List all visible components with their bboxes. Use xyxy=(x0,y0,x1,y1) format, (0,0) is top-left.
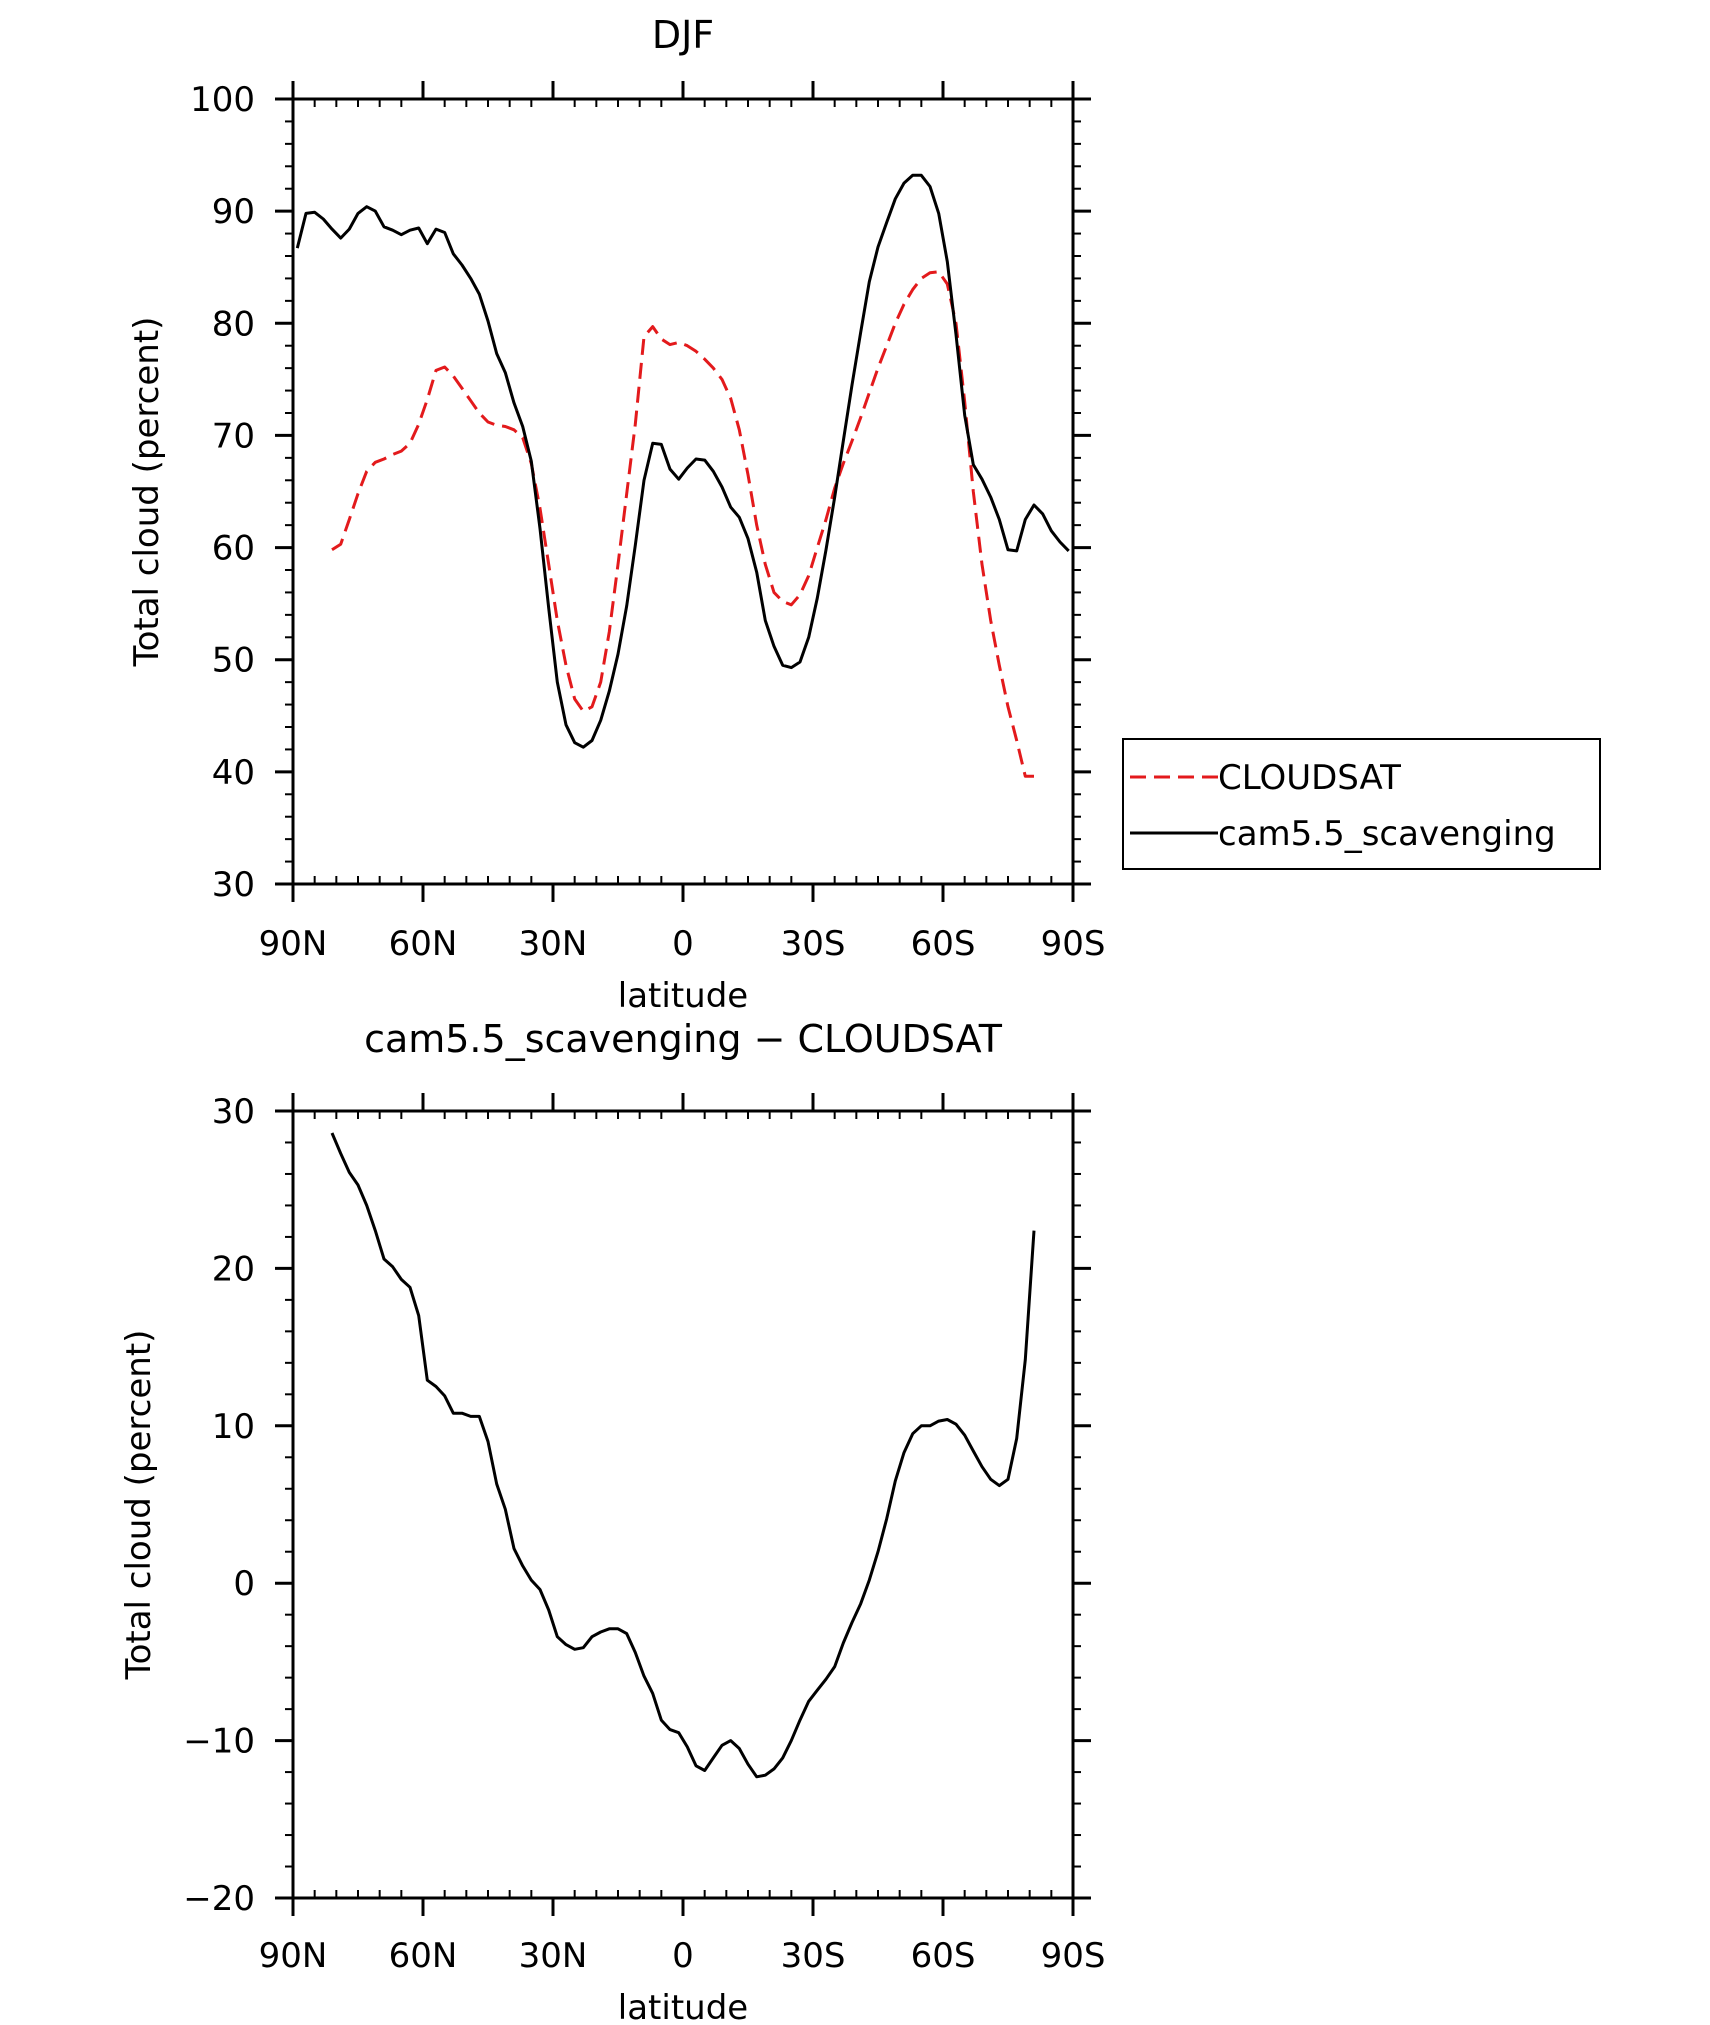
plot-frame xyxy=(291,97,1075,886)
y-tick-label: 80 xyxy=(212,304,255,344)
x-tick-label: 60N xyxy=(389,1936,458,1976)
x-tick-label: 30S xyxy=(781,1936,846,1976)
x-tick-label: 90S xyxy=(1041,924,1106,964)
y-tick-label: 40 xyxy=(212,753,255,793)
legend-label: cam5.5_scavenging xyxy=(1218,814,1556,854)
y-tick-label: 30 xyxy=(212,1092,255,1132)
y-tick-label: 70 xyxy=(212,416,255,456)
x-tick-label: 90S xyxy=(1041,1936,1106,1976)
plot-frame xyxy=(291,1109,1075,1900)
x-tick-label: 90N xyxy=(259,1936,328,1976)
x-axis-label: latitude xyxy=(618,1988,748,2021)
legend: CLOUDSAT cam5.5_scavenging xyxy=(1122,738,1601,870)
y-tick-label: 20 xyxy=(212,1249,255,1289)
x-tick-label: 60S xyxy=(911,1936,976,1976)
x-tick-label: 60N xyxy=(389,924,458,964)
legend-label: CLOUDSAT xyxy=(1218,758,1401,798)
series-line-cam5-5-scavenging xyxy=(295,173,1070,749)
panel-bottom: cam5.5_scavenging − CLOUDSAT 90N 60N 30N 0 30… xyxy=(119,1017,1106,2025)
x-tick-label: 0 xyxy=(672,924,694,964)
y-axis-label: Total cloud (percent) xyxy=(127,317,167,668)
x-tick-label: 30N xyxy=(519,1936,588,1976)
y-tick-label: −10 xyxy=(183,1722,255,1762)
x-tick-label: 90N xyxy=(259,924,328,964)
y-tick-label: −20 xyxy=(183,1879,255,1919)
chart-title: cam5.5_scavenging − CLOUDSAT xyxy=(364,1017,1003,1061)
y-tick-label: 30 xyxy=(212,865,255,905)
y-tick-label: 90 xyxy=(212,192,255,232)
y-tick-label: 100 xyxy=(190,80,255,120)
x-tick-label: 0 xyxy=(672,1936,694,1976)
difference-series-line xyxy=(330,1132,1036,1779)
y-tick-label: 50 xyxy=(212,641,255,681)
x-tick-label: 30S xyxy=(781,924,846,964)
y-axis-label: Total cloud (percent) xyxy=(119,1330,159,1681)
series-line-cloudsat xyxy=(331,270,1034,778)
legend-box xyxy=(1122,738,1601,870)
y-tick-label: 10 xyxy=(212,1407,255,1447)
y-tick-label: 0 xyxy=(233,1564,255,1604)
panel-top: DJF 90N 60N 30N 0 30S 60S 90S 30 40 50 60 70 80 90 100 l… xyxy=(127,13,1601,1016)
x-tick-label: 30N xyxy=(519,924,588,964)
x-axis-label: latitude xyxy=(618,976,748,1016)
y-tick-label: 60 xyxy=(212,529,255,569)
chart-title: DJF xyxy=(652,13,714,57)
x-tick-label: 60S xyxy=(911,924,976,964)
